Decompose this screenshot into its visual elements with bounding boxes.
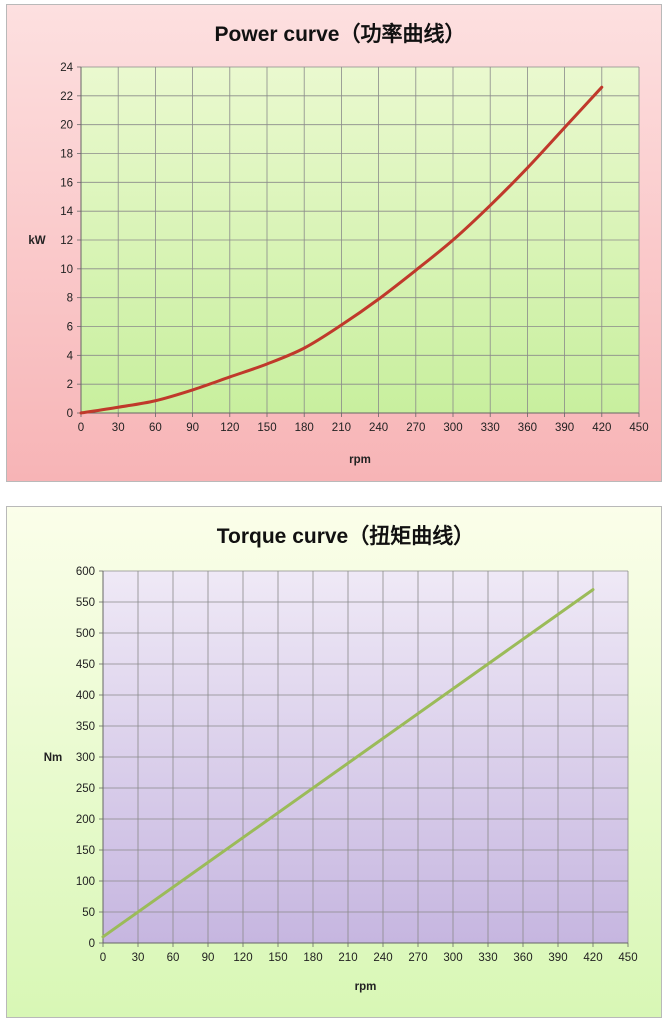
- x-tick-label: 210: [338, 952, 357, 964]
- x-tick-label: 270: [408, 952, 427, 964]
- x-tick-label: 0: [100, 952, 106, 964]
- x-tick-label: 450: [629, 422, 648, 434]
- y-tick-label: 200: [76, 814, 95, 826]
- y-tick-label: 8: [67, 293, 73, 305]
- y-tick-label: 10: [60, 264, 73, 276]
- y-tick-label: 50: [82, 907, 95, 919]
- x-tick-label: 150: [268, 952, 287, 964]
- x-tick-label: 0: [78, 422, 84, 434]
- y-tick-label: 14: [60, 206, 73, 218]
- y-tick-label: 0: [67, 408, 73, 420]
- y-tick-label: 20: [60, 120, 73, 132]
- x-tick-label: 60: [167, 952, 180, 964]
- y-tick-label: 6: [67, 322, 73, 334]
- x-tick-label: 270: [406, 422, 425, 434]
- x-tick-label: 420: [583, 952, 602, 964]
- y-tick-label: 2: [67, 379, 73, 391]
- y-tick-label: 400: [76, 690, 95, 702]
- power-curve-chart-panel: Power curve（功率曲线） 0 30 60 90 120 150 180 210 240 2…: [6, 4, 662, 482]
- y-tick-label: 600: [76, 566, 95, 578]
- x-tick-label: 240: [373, 952, 392, 964]
- x-tick-label: 360: [518, 422, 537, 434]
- x-tick-label: 330: [478, 952, 497, 964]
- y-tick-label: 300: [76, 752, 95, 764]
- x-tick-label: 30: [132, 952, 145, 964]
- x-tick-label: 300: [443, 422, 462, 434]
- x-axis-label: rpm: [349, 454, 371, 466]
- y-tick-label: 4: [67, 350, 74, 362]
- y-tick-label: 22: [60, 91, 73, 103]
- y-tick-label: 100: [76, 876, 95, 888]
- x-tick-label: 390: [548, 952, 567, 964]
- y-tick-label: 24: [60, 62, 73, 74]
- series-line: [79, 85, 604, 415]
- x-tick-label: 180: [303, 952, 322, 964]
- torque-curve-chart: Torque curve（扭矩曲线） 0 30 60 90 120 150 180 210 240…: [44, 524, 638, 993]
- y-tick-label: 18: [60, 149, 73, 161]
- x-tick-label: 30: [112, 422, 125, 434]
- chart-title: Torque curve（扭矩曲线）: [217, 524, 474, 548]
- y-tick-label: 350: [76, 721, 95, 733]
- x-tick-label: 390: [555, 422, 574, 434]
- y-tick-label: 0: [89, 938, 95, 950]
- y-axis-label: kW: [28, 235, 45, 247]
- x-tick-label: 120: [220, 422, 239, 434]
- x-tick-label: 300: [443, 952, 462, 964]
- x-axis-label: rpm: [355, 981, 377, 993]
- y-tick-label: 500: [76, 628, 95, 640]
- torque-curve-chart-panel: Torque curve（扭矩曲线） 0 30 60 90 120 150 180 210 240…: [6, 506, 662, 1018]
- y-tick-label: 16: [60, 177, 73, 189]
- x-tick-label: 90: [202, 952, 215, 964]
- y-axis-label: Nm: [44, 752, 63, 764]
- y-tick-label: 150: [76, 845, 95, 857]
- x-tick-label: 90: [186, 422, 199, 434]
- y-tick-label: 550: [76, 597, 95, 609]
- x-tick-label: 120: [233, 952, 252, 964]
- series-line: [101, 588, 595, 939]
- power-curve-chart: Power curve（功率曲线）0 30 60 90 120 150 180 210 240 2…: [28, 22, 648, 466]
- x-tick-label: 450: [618, 952, 637, 964]
- x-tick-label: 240: [369, 422, 388, 434]
- x-tick-label: 360: [513, 952, 532, 964]
- x-tick-label: 180: [295, 422, 314, 434]
- x-tick-label: 60: [149, 422, 162, 434]
- x-tick-label: 420: [592, 422, 611, 434]
- x-tick-label: 150: [257, 422, 276, 434]
- y-tick-label: 450: [76, 659, 95, 671]
- x-tick-label: 210: [332, 422, 351, 434]
- x-tick-label: 330: [481, 422, 500, 434]
- y-tick-label: 250: [76, 783, 95, 795]
- y-tick-label: 12: [60, 235, 73, 247]
- chart-title: Power curve（功率曲线）: [215, 22, 466, 46]
